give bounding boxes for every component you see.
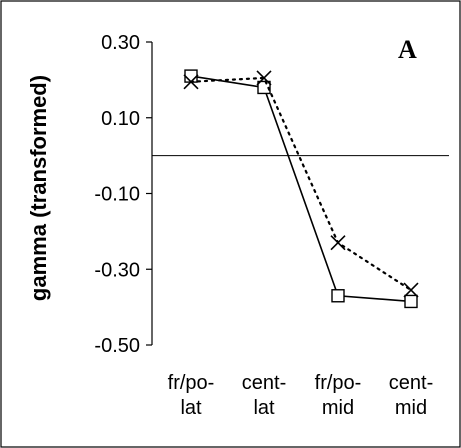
y-tick-label: 0.10 [101, 108, 140, 130]
x-category-label: lat [253, 397, 275, 419]
x-marker-stroke [256, 70, 272, 86]
x-category-label: mid [322, 397, 354, 419]
data-point-square [184, 69, 198, 83]
y-tick-label: 0.30 [101, 32, 140, 54]
data-point-x [330, 235, 346, 251]
x-marker-stroke [330, 235, 346, 251]
x-category-label: cent- [242, 372, 286, 394]
x-category-label: fr/po- [168, 372, 215, 394]
x-marker-stroke [183, 74, 199, 90]
x-category-label: mid [395, 397, 427, 419]
y-axis-title: gamma (transformed) [26, 75, 51, 301]
y-tick-label: -0.30 [94, 259, 140, 281]
x-category-label: lat [180, 397, 202, 419]
y-ticks: 0.30 0.10 -0.10 -0.30 -0.50 [94, 32, 152, 357]
series-x-line [189, 76, 413, 292]
data-point-square [331, 289, 345, 303]
x-category-labels: fr/po-lat cent-lat fr/po-mid cent-mid [168, 372, 434, 419]
series-layer [183, 69, 419, 309]
data-point-x [403, 282, 419, 298]
data-point-square [257, 80, 271, 95]
y-tick-label: -0.50 [94, 335, 140, 357]
x-marker-stroke [403, 282, 419, 298]
series-square-line [190, 75, 412, 303]
x-category-label: fr/po- [315, 372, 362, 394]
data-point-square [404, 294, 418, 309]
x-category-label: cent- [389, 372, 433, 394]
data-point-x [183, 74, 199, 90]
data-point-x [256, 70, 272, 86]
y-tick-label: -0.10 [94, 184, 140, 206]
panel-label: A [398, 35, 417, 64]
